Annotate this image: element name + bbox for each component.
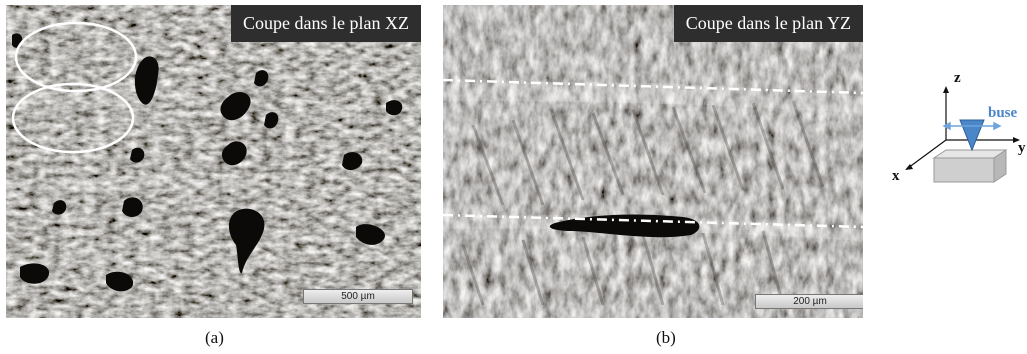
panel-b-title: Coupe dans le plan YZ — [673, 5, 863, 42]
z-axis-label: z — [954, 70, 961, 86]
nozzle-icon — [959, 119, 985, 152]
panel-a-scale-bar: 500 µm — [303, 289, 413, 304]
motion-arrow-left-icon — [942, 121, 951, 131]
highlight-ellipse-lower — [11, 82, 135, 154]
panel-a-caption: (a) — [205, 328, 224, 347]
x-axis-line — [907, 139, 947, 169]
micrograph-yz-image — [443, 5, 863, 318]
panel-b-caption: (b) — [656, 328, 676, 347]
axes-diagram: z x y buse — [892, 70, 1026, 184]
panel-b-scale-bar: 200 µm — [755, 294, 863, 309]
micrograph-yz: Coupe dans le plan YZ 200 µm — [443, 5, 863, 318]
motion-arrow-right-icon — [993, 121, 1002, 131]
panel-a-title: Coupe dans le plan XZ — [231, 5, 421, 42]
y-arrow-icon — [1013, 137, 1020, 143]
x-axis-label: x — [892, 168, 900, 184]
layer-boundary-upper — [443, 78, 863, 95]
highlight-ellipse-upper — [14, 21, 138, 93]
y-axis-label: y — [1018, 140, 1026, 156]
z-arrow-icon — [943, 86, 949, 93]
interlayer-pore — [549, 214, 700, 238]
substrate-block — [932, 149, 1008, 183]
nozzle-label: buse — [988, 105, 1018, 121]
micrograph-xz-image — [6, 5, 421, 318]
layer-boundary-lower — [443, 213, 863, 229]
x-arrow-icon — [905, 164, 913, 170]
micrograph-xz: Coupe dans le plan XZ 500 µm — [6, 5, 421, 318]
